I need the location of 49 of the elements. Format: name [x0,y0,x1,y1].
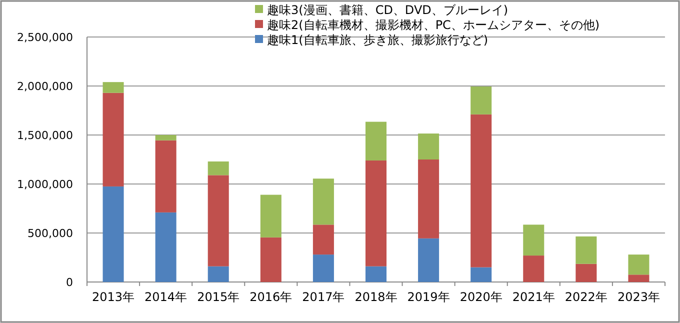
bar [260,194,282,238]
bar [418,134,440,160]
bar [208,175,229,266]
bar [418,238,440,282]
bar [312,254,334,282]
bar [155,140,176,212]
x-tick-label: 2023年 [617,290,660,304]
bar [102,92,124,186]
bar [155,135,176,140]
x-tick-label: 2017年 [302,290,345,304]
bar [102,82,124,93]
bar [208,266,229,282]
y-tick-label: 500,000 [28,227,73,240]
x-tick-label: 2018年 [354,290,398,304]
bar [576,236,597,264]
bar [312,224,334,255]
bar [102,186,124,282]
legend-label: 趣味1(自転車旅、歩き旅、撮影旅行など) [267,33,488,47]
x-tick-label: 2013年 [92,290,135,304]
bar [260,237,282,282]
bar [208,161,229,176]
legend-label: 趣味3(漫画、書籍、CD、DVD、ブルーレイ) [267,3,508,17]
y-tick-label: 1,500,000 [17,129,73,142]
x-tick-label: 2022年 [564,290,608,304]
bar [365,266,387,282]
bar [312,178,334,225]
x-tick-label: 2019年 [407,290,450,304]
bar [470,267,492,282]
y-tick-label: 1,000,000 [17,178,73,191]
x-tick-label: 2020年 [460,290,502,304]
bar [523,256,544,282]
bar [418,160,440,238]
bar [365,122,387,160]
bar [523,224,544,256]
bar [155,212,176,282]
bar [628,274,650,282]
y-tick-label: 2,000,000 [17,80,73,93]
x-tick-label: 2015年 [197,290,240,304]
x-tick-label: 2014年 [144,290,188,304]
x-tick-label: 2016年 [250,290,292,304]
x-tick-label: 2021年 [512,290,555,304]
y-tick-label: 2,500,000 [17,31,73,44]
bar [628,254,650,275]
bar [470,114,492,268]
bar [365,160,387,266]
bar [470,86,492,114]
legend-label: 趣味2(自転車機材、撮影機材、PC、ホームシアター、その他) [267,18,600,32]
bar [576,264,597,282]
y-tick-label: 0 [66,276,73,289]
